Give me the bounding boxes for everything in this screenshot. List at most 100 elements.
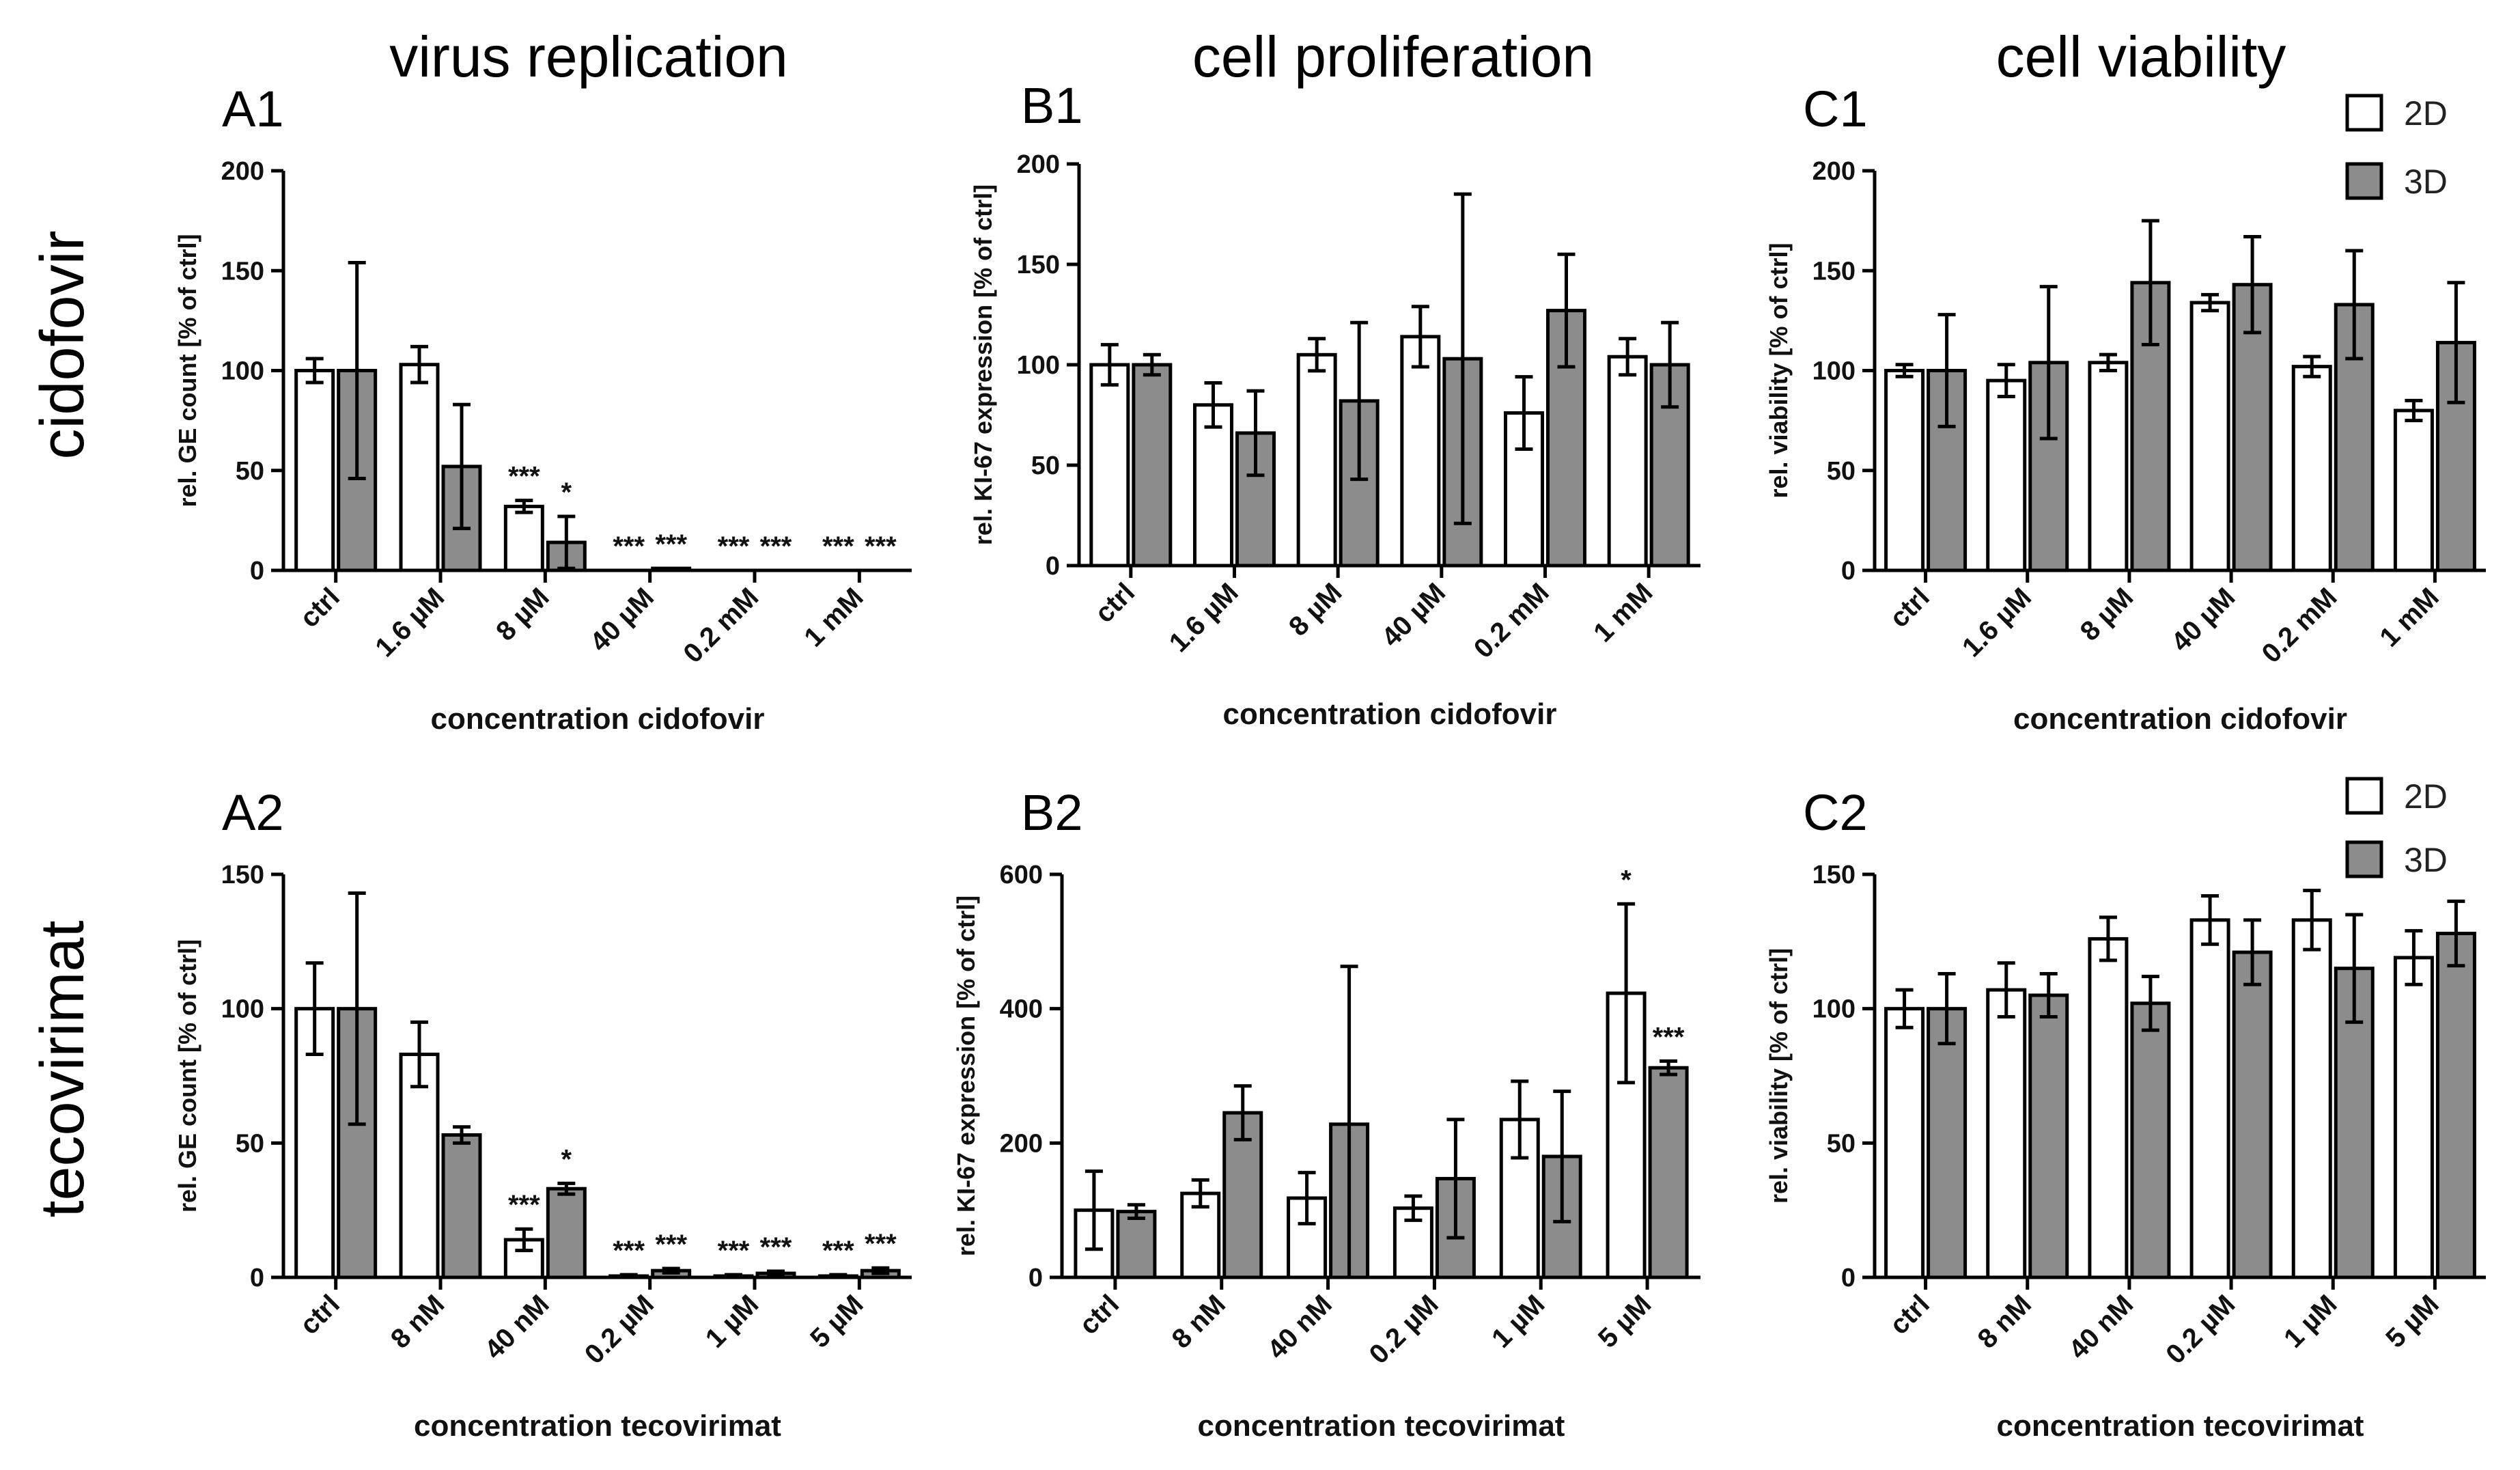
x-axis-label: concentration tecovirimat	[1997, 1409, 2364, 1443]
x-tick-label: 40 nM	[2063, 1289, 2139, 1365]
bar-2d	[1986, 988, 2027, 1279]
bar-2d	[1884, 369, 1925, 572]
panel-label: B1	[1021, 77, 1083, 134]
y-tick-label: 50	[236, 1129, 264, 1158]
y-tick-label: 600	[1000, 861, 1043, 889]
panel-label: C2	[1803, 784, 1868, 841]
bar-3d	[1132, 363, 1173, 568]
x-tick-label: 1.6 µM	[1164, 577, 1244, 658]
x-tick-label: 8 µM	[1283, 577, 1348, 642]
bar-2d	[2393, 408, 2434, 572]
y-tick-label: 0	[250, 557, 264, 585]
bar-2d	[1296, 352, 1337, 568]
y-tick-label: 200	[221, 157, 264, 186]
y-tick-label: 200	[1017, 150, 1060, 179]
header-cell-proliferation: cell proliferation	[1192, 25, 1594, 89]
x-tick-label: 40 µM	[2166, 582, 2241, 657]
significance-label: ***	[822, 531, 854, 561]
x-tick-label: ctrl	[1089, 577, 1140, 628]
bar-2d	[2189, 918, 2230, 1279]
x-axis-label: concentration tecovirimat	[1198, 1409, 1565, 1443]
y-axis-label: rel. KI-67 expression [% of ctrl]	[952, 896, 980, 1256]
x-axis-label: concentration tecovirimat	[414, 1409, 781, 1443]
panel-label: C1	[1803, 81, 1868, 137]
significance-label: ***	[718, 1236, 750, 1266]
bar-3d	[1927, 1007, 1968, 1279]
y-tick-label: 0	[1028, 1264, 1043, 1292]
legend-top: 2D 3D	[2345, 94, 2448, 201]
x-tick-label: 1 µM	[2278, 1289, 2343, 1354]
x-tick-label: 1 mM	[798, 582, 869, 652]
y-tick-label: 400	[1000, 995, 1043, 1024]
y-tick-label: 150	[1812, 861, 1856, 889]
x-tick-label: 5 µM	[1593, 1289, 1657, 1354]
y-tick-label: 100	[221, 357, 264, 386]
x-tick-label: 8 nM	[1972, 1289, 2038, 1355]
legend-swatch-2d	[2345, 777, 2383, 815]
x-tick-label: 8 µM	[2075, 582, 2140, 647]
bar-2d	[2291, 365, 2332, 572]
bar-3d	[441, 1133, 482, 1279]
bar-3d	[1116, 1210, 1157, 1279]
x-tick-label: ctrl	[294, 582, 346, 633]
y-tick-label: 200	[1000, 1129, 1043, 1158]
y-axis-label: rel. GE count [% of ctrl]	[173, 234, 201, 507]
x-tick-label: 1.6 µM	[369, 582, 450, 663]
chart-panel-a2: A2 0 50 100 150 rel. GE count [% of ctrl] ctrl…	[173, 784, 912, 1443]
legend-swatch-3d	[2345, 840, 2383, 878]
y-tick-label: 150	[221, 257, 264, 286]
y-tick-label: 0	[1841, 1264, 1856, 1292]
y-tick-label: 0	[1841, 557, 1856, 585]
x-tick-label: 8 µM	[490, 582, 555, 647]
x-tick-label: 40 nM	[479, 1289, 555, 1365]
chart-panel-b1: B1 0 50 100 150 200 rel. KI-67 expression [% o…	[969, 77, 1700, 731]
y-tick-label: 100	[221, 995, 264, 1024]
bar-3d	[2028, 993, 2069, 1279]
bar-2d	[1986, 378, 2027, 572]
x-tick-label: 8 nM	[1166, 1289, 1232, 1355]
x-tick-label: 1 µM	[700, 1289, 765, 1354]
chart-panel-b2: B2 0 200 400 600 rel. KI-67 expression [% of …	[952, 784, 1700, 1443]
significance-label: ***	[1653, 1022, 1685, 1052]
x-tick-label: 8 nM	[385, 1289, 451, 1355]
x-tick-label: ctrl	[294, 1289, 346, 1340]
y-tick-label: 100	[1017, 351, 1060, 380]
bar-2d	[294, 369, 335, 572]
legend-label-3d: 3D	[2404, 841, 2448, 879]
x-tick-label: 0.2 mM	[1468, 577, 1555, 664]
significance-label: ***	[760, 1232, 792, 1262]
bar-2d	[1089, 363, 1130, 568]
legend-bottom: 2D 3D	[2345, 777, 2448, 879]
x-tick-label: 0.2 µM	[579, 1289, 660, 1370]
y-tick-label: 50	[1827, 1129, 1856, 1158]
bar-2d	[1884, 1007, 1925, 1279]
legend-label-3d: 3D	[2404, 163, 2448, 201]
x-tick-label: 40 µM	[585, 582, 660, 657]
x-axis-label: concentration cidofovir	[1223, 697, 1557, 731]
x-axis-label: concentration cidofovir	[2013, 702, 2347, 736]
significance-label: ***	[655, 529, 687, 559]
y-tick-label: 0	[250, 1264, 264, 1292]
significance-label: ***	[718, 531, 750, 561]
x-tick-label: 40 nM	[1262, 1289, 1338, 1365]
significance-label: ***	[613, 531, 645, 561]
header-virus-replication: virus replication	[389, 25, 788, 89]
bar-2d	[399, 363, 440, 572]
panel-label: B2	[1021, 784, 1083, 841]
bar-2d	[2088, 937, 2129, 1279]
bar-3d	[2435, 932, 2476, 1279]
y-tick-label: 200	[1812, 157, 1856, 186]
significance-label: ***	[865, 531, 897, 561]
row-label-cidofovir: cidofovir	[29, 230, 97, 459]
legend-label-2d: 2D	[2404, 777, 2448, 816]
y-tick-label: 150	[221, 861, 264, 889]
x-tick-label: ctrl	[1884, 1289, 1935, 1340]
y-tick-label: 50	[236, 457, 264, 486]
y-tick-label: 100	[1812, 995, 1856, 1024]
y-axis-label: rel. KI-67 expression [% of ctrl]	[969, 184, 997, 545]
x-tick-label: 0.2 mM	[2256, 582, 2343, 669]
bar-2d	[1193, 403, 1233, 568]
legend-swatch-3d	[2345, 162, 2383, 200]
bar-2d	[2088, 361, 2129, 572]
